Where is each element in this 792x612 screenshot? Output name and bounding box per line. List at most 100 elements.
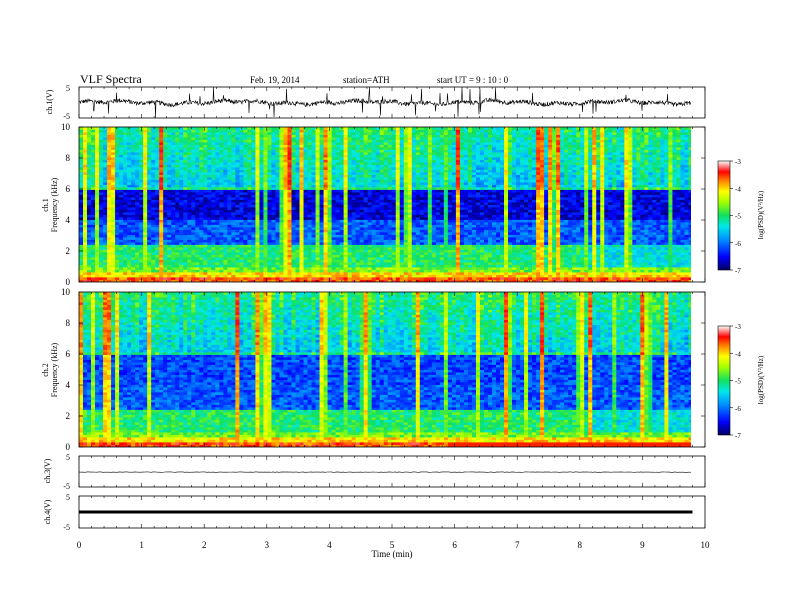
spectrogram-cell [155,159,160,163]
spectrogram-cell [271,257,276,260]
spectrogram-cell [183,139,188,143]
spectrogram-cell [323,229,328,233]
spectrogram-cell [307,169,312,173]
spectrogram-cell [187,177,192,180]
spectrogram-cell [243,234,248,238]
spectrogram-cell [179,254,184,258]
spectrogram-cell [91,257,96,260]
spectrogram-cell [215,154,220,158]
spectrogram-cell [255,167,260,170]
spectrogram-cell [171,132,176,135]
spectrogram-cell [267,224,272,228]
spectrogram-cell [95,249,100,253]
spectrogram-cell [135,212,140,215]
spectrogram-cell [119,259,124,263]
spectrogram-cell [151,144,156,148]
spectrogram-cell [191,147,196,150]
spectrogram-cell [323,227,328,230]
spectrogram-cell [379,189,385,193]
spectrogram-cell [259,209,264,213]
spectrogram-cell [343,229,349,233]
spectrogram-cell [235,189,240,193]
spectrogram-cell [303,177,308,180]
spectrogram-cell [207,167,212,170]
spectrogram-cell [351,127,357,130]
spectrogram-cell [223,234,228,238]
spectrogram-cell [303,202,308,205]
spectrogram-cell [91,129,96,133]
spectrogram-cell [379,167,385,170]
spectrogram-cell [327,279,333,282]
spectrogram-cell [251,204,256,208]
spectrogram-cell [151,252,156,255]
spectrogram-cell [371,222,377,225]
spectrogram-cell [203,167,208,170]
spectrogram-cell [175,187,180,190]
spectrogram-cell [351,242,357,245]
spectrogram-cell [203,142,208,145]
spectrogram-cell [375,127,381,130]
spectrogram-cell [303,144,308,148]
spectrogram-cell [315,134,320,138]
spectrogram-cell [375,194,381,198]
spectrogram-cell [259,179,264,183]
spectrogram-cell [171,134,176,138]
spectrogram-cell [307,157,312,160]
spectrogram-cell [375,129,381,133]
spectrogram-cell [135,134,140,138]
spectrogram-cell [287,172,292,175]
spectrogram-cell [243,139,248,143]
spectrogram-cell [231,252,236,255]
spectrogram-cell [343,209,349,213]
spectrogram-cell [347,247,353,250]
spectrogram-cell [127,194,132,198]
spectrogram-cell [391,254,397,258]
spectrogram-cell [287,189,292,193]
spectrogram-cell [275,137,280,140]
spectrogram-cell [295,257,300,260]
spectrogram-cell [283,222,288,225]
spectrogram-cell [107,184,112,188]
spectrogram-cell [299,262,304,265]
spectrogram-cell [199,194,204,198]
spectrogram-cell [343,212,349,215]
spectrogram-cell [155,139,160,143]
spectrogram-cell [235,252,240,255]
spectrogram-cell [123,177,128,180]
spectrogram-cell [343,232,349,235]
spectrogram-cell [343,264,349,268]
spectrogram-cell [123,199,128,203]
spectrogram-cell [291,144,296,148]
spectrogram-cell [331,169,337,173]
spectrogram-cell [83,174,88,178]
spectrogram-cell [343,187,349,190]
spectrogram-cell [207,207,212,210]
spectrogram-cell [107,144,112,148]
spectrogram-cell [107,257,112,260]
spectrogram-cell [351,139,357,143]
spectrogram-cell [115,254,120,258]
spectrogram-cell [279,264,284,268]
spectrogram-cell [199,147,204,150]
spectrogram-cell [347,217,353,220]
spectrogram-cell [319,167,324,170]
spectrogram-cell [323,139,328,143]
spectrogram-cell [183,132,188,135]
spectrogram-cell [299,252,304,255]
spectrogram-cell [295,249,300,253]
spectrogram-cell [375,222,381,225]
spectrogram-cell [139,209,144,213]
spectrogram-cell [203,274,208,278]
spectrogram-cell [251,224,256,228]
spectrogram-cell [251,194,256,198]
spectrogram-cell [103,257,108,260]
spectrogram-cell [279,197,284,200]
spectrogram-cell [163,202,168,205]
spectrogram-cell [159,167,164,170]
spectrogram-cell [79,139,84,143]
figure-title: VLF Spectra [80,72,142,86]
spectrogram-cell [103,279,108,282]
spectrogram-cell [195,224,200,228]
spectrogram-cell [379,204,385,208]
spectrogram-cell [315,227,320,230]
